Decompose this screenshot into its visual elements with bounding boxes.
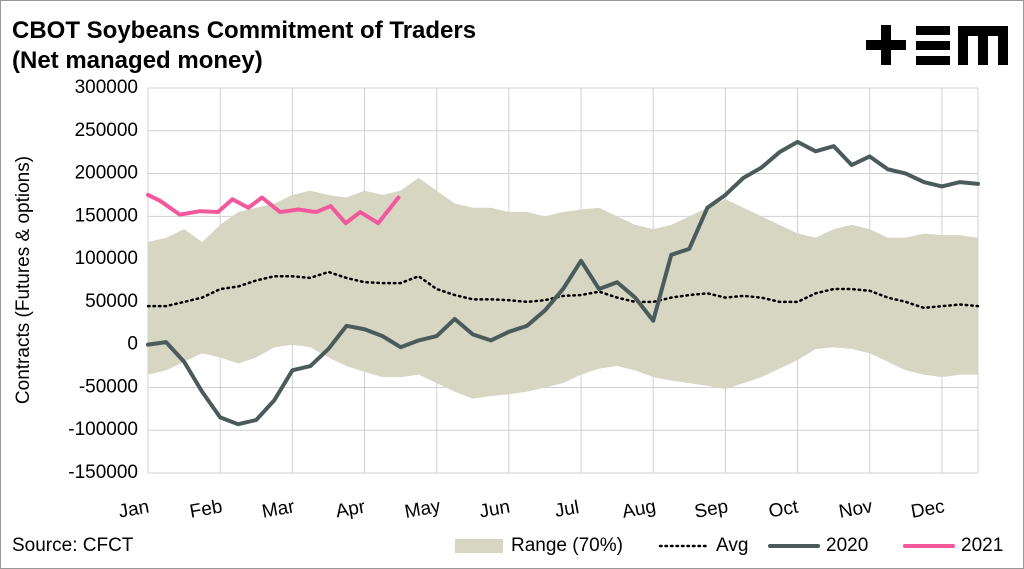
x-tick-label: Sep — [693, 496, 730, 523]
series-line — [146, 192, 401, 226]
x-tick-label: Nov — [837, 496, 874, 523]
y-tick-label: 250000 — [75, 120, 138, 141]
y-tick-label: 100000 — [75, 248, 138, 269]
x-tick-label: Mar — [260, 496, 297, 522]
x-tick-label: Feb — [188, 496, 224, 522]
x-tick-label: Oct — [767, 496, 800, 522]
logo — [866, 25, 1008, 65]
y-tick-label: 200000 — [75, 163, 138, 184]
y-tick-label: 150000 — [75, 205, 138, 226]
x-tick-label: Jun — [478, 497, 512, 523]
y-tick-label: 0 — [127, 334, 138, 355]
x-tick-label: Apr — [334, 496, 367, 522]
y-tick-label: -100000 — [68, 419, 138, 440]
source: Source: CFCT — [12, 535, 134, 556]
x-tick-label: May — [403, 496, 442, 523]
x-tick-label: Jan — [117, 497, 151, 523]
legend-swatch — [455, 539, 503, 553]
x-tick-label: Aug — [621, 496, 658, 523]
series-line — [146, 139, 980, 427]
y-tick-label: -50000 — [79, 376, 138, 397]
legend-label: 2020 — [826, 535, 868, 556]
series-line — [146, 270, 980, 310]
y-tick-label: 50000 — [85, 291, 138, 312]
legend-label: 2021 — [961, 535, 1003, 556]
chart-title: CBOT Soybeans Commitment of Traders (Net… — [12, 17, 477, 74]
x-tick-label: Dec — [909, 496, 946, 523]
y-tick-label: 300000 — [75, 77, 138, 98]
legend-label: Avg — [716, 535, 748, 556]
y-axis-label: Contracts (Futures & options) — [13, 156, 34, 404]
y-tick-label: -150000 — [68, 462, 138, 483]
legend-label: Range (70%) — [511, 535, 623, 556]
plot — [146, 139, 980, 427]
x-tick-label: Jul — [553, 497, 581, 522]
